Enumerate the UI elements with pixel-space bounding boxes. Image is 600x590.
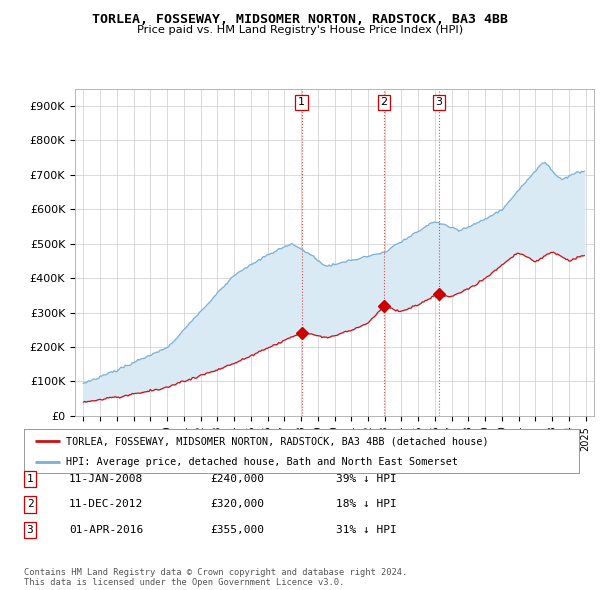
Text: £240,000: £240,000	[210, 474, 264, 484]
Text: 3: 3	[26, 525, 34, 535]
Text: 01-APR-2016: 01-APR-2016	[69, 525, 143, 535]
Text: 1: 1	[26, 474, 34, 484]
Text: 2: 2	[380, 97, 388, 107]
Text: 2: 2	[26, 500, 34, 509]
Text: Price paid vs. HM Land Registry's House Price Index (HPI): Price paid vs. HM Land Registry's House …	[137, 25, 463, 35]
Text: TORLEA, FOSSEWAY, MIDSOMER NORTON, RADSTOCK, BA3 4BB: TORLEA, FOSSEWAY, MIDSOMER NORTON, RADST…	[92, 13, 508, 26]
Text: 11-JAN-2008: 11-JAN-2008	[69, 474, 143, 484]
Text: 31% ↓ HPI: 31% ↓ HPI	[336, 525, 397, 535]
Text: Contains HM Land Registry data © Crown copyright and database right 2024.
This d: Contains HM Land Registry data © Crown c…	[24, 568, 407, 587]
Text: TORLEA, FOSSEWAY, MIDSOMER NORTON, RADSTOCK, BA3 4BB (detached house): TORLEA, FOSSEWAY, MIDSOMER NORTON, RADST…	[65, 437, 488, 446]
Text: 3: 3	[436, 97, 443, 107]
Text: 39% ↓ HPI: 39% ↓ HPI	[336, 474, 397, 484]
Text: £355,000: £355,000	[210, 525, 264, 535]
Text: 11-DEC-2012: 11-DEC-2012	[69, 500, 143, 509]
Text: £320,000: £320,000	[210, 500, 264, 509]
Text: 1: 1	[298, 97, 305, 107]
Text: HPI: Average price, detached house, Bath and North East Somerset: HPI: Average price, detached house, Bath…	[65, 457, 458, 467]
Text: 18% ↓ HPI: 18% ↓ HPI	[336, 500, 397, 509]
